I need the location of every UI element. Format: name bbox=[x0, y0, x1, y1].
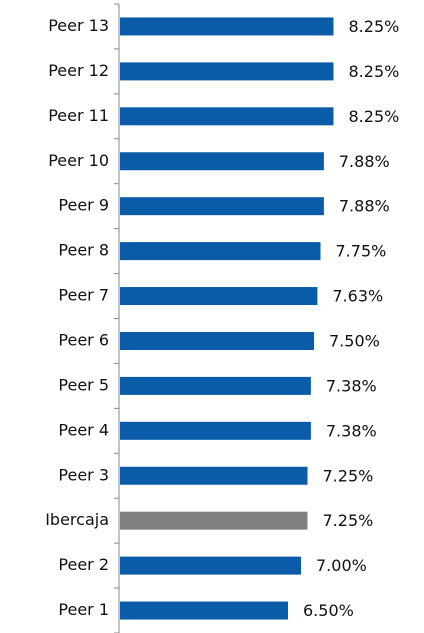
bar bbox=[120, 331, 314, 350]
bar bbox=[120, 107, 334, 126]
bar bbox=[120, 466, 308, 485]
category-label: Peer 1 bbox=[58, 600, 109, 619]
bar bbox=[120, 242, 321, 261]
bar bbox=[120, 287, 318, 306]
value-label: 7.88% bbox=[339, 197, 390, 216]
bar bbox=[120, 376, 311, 395]
value-label: 7.50% bbox=[329, 331, 380, 350]
category-label: Peer 11 bbox=[48, 106, 109, 125]
category-label: Peer 7 bbox=[58, 286, 109, 305]
value-label: 7.63% bbox=[332, 287, 383, 306]
value-label: 8.25% bbox=[349, 17, 400, 36]
bar bbox=[120, 556, 301, 575]
value-label: 7.88% bbox=[339, 152, 390, 171]
bar bbox=[120, 601, 288, 620]
category-label: Peer 5 bbox=[58, 375, 109, 394]
category-label: Peer 4 bbox=[58, 420, 109, 439]
category-label: Peer 3 bbox=[58, 465, 109, 484]
value-label: 7.00% bbox=[316, 556, 367, 575]
value-label: 8.25% bbox=[349, 62, 400, 81]
value-label: 7.25% bbox=[323, 466, 374, 485]
category-label: Ibercaja bbox=[45, 510, 109, 529]
category-label: Peer 12 bbox=[48, 61, 109, 80]
value-label: 6.50% bbox=[303, 601, 354, 620]
bar bbox=[120, 421, 311, 440]
bar bbox=[120, 197, 324, 216]
bar bbox=[120, 62, 334, 81]
category-label: Peer 8 bbox=[58, 241, 109, 260]
value-label: 7.38% bbox=[326, 421, 377, 440]
bar bbox=[120, 511, 308, 530]
value-label: 7.75% bbox=[336, 242, 387, 261]
category-label: Peer 13 bbox=[48, 16, 109, 35]
bar bbox=[120, 152, 324, 171]
value-label: 7.38% bbox=[326, 376, 377, 395]
category-label: Peer 9 bbox=[58, 196, 109, 215]
category-label: Peer 2 bbox=[58, 555, 109, 574]
value-label: 7.25% bbox=[323, 511, 374, 530]
category-label: Peer 10 bbox=[48, 151, 109, 170]
category-label: Peer 6 bbox=[58, 330, 109, 349]
bar bbox=[120, 17, 334, 36]
value-label: 8.25% bbox=[349, 107, 400, 126]
